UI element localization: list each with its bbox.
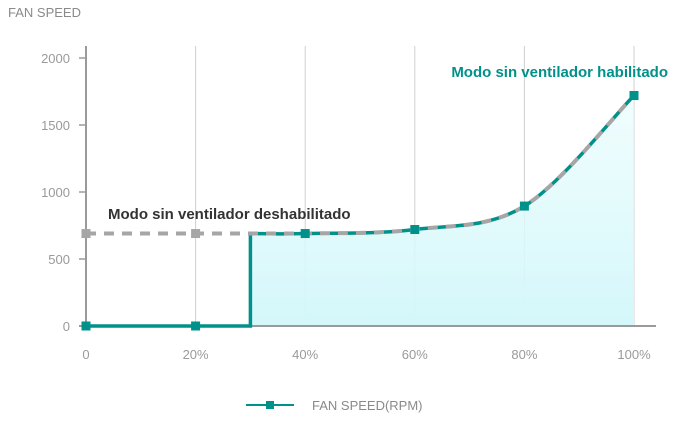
data-marker	[81, 321, 91, 331]
fanless-marker	[191, 229, 201, 239]
x-tick-label: 60%	[402, 347, 428, 362]
area-fill	[250, 95, 634, 327]
x-tick-label: 20%	[183, 347, 209, 362]
y-tick-label: 0	[63, 319, 70, 334]
data-marker	[191, 321, 201, 331]
legend-marker	[266, 401, 274, 409]
x-tick-label: 40%	[292, 347, 318, 362]
annotation-disabled: Modo sin ventilador deshabilitado	[108, 206, 351, 223]
y-tick-label: 500	[48, 252, 70, 267]
chart-title: FAN SPEED	[8, 5, 81, 20]
x-tick-label: 0	[82, 347, 89, 362]
legend-label: FAN SPEED(RPM)	[312, 398, 423, 413]
y-tick-label: 2000	[41, 51, 70, 66]
x-tick-label: 100%	[617, 347, 651, 362]
annotation-enabled: Modo sin ventilador habilitado	[451, 64, 668, 81]
fanless-mode-line	[86, 94, 636, 236]
x-tick-label: 80%	[511, 347, 537, 362]
data-marker	[410, 225, 420, 235]
y-tick-label: 1500	[41, 118, 70, 133]
data-marker	[519, 201, 529, 211]
data-marker	[300, 229, 310, 239]
data-marker	[629, 91, 639, 101]
y-tick-label: 1000	[41, 185, 70, 200]
fanless-marker	[81, 229, 91, 239]
